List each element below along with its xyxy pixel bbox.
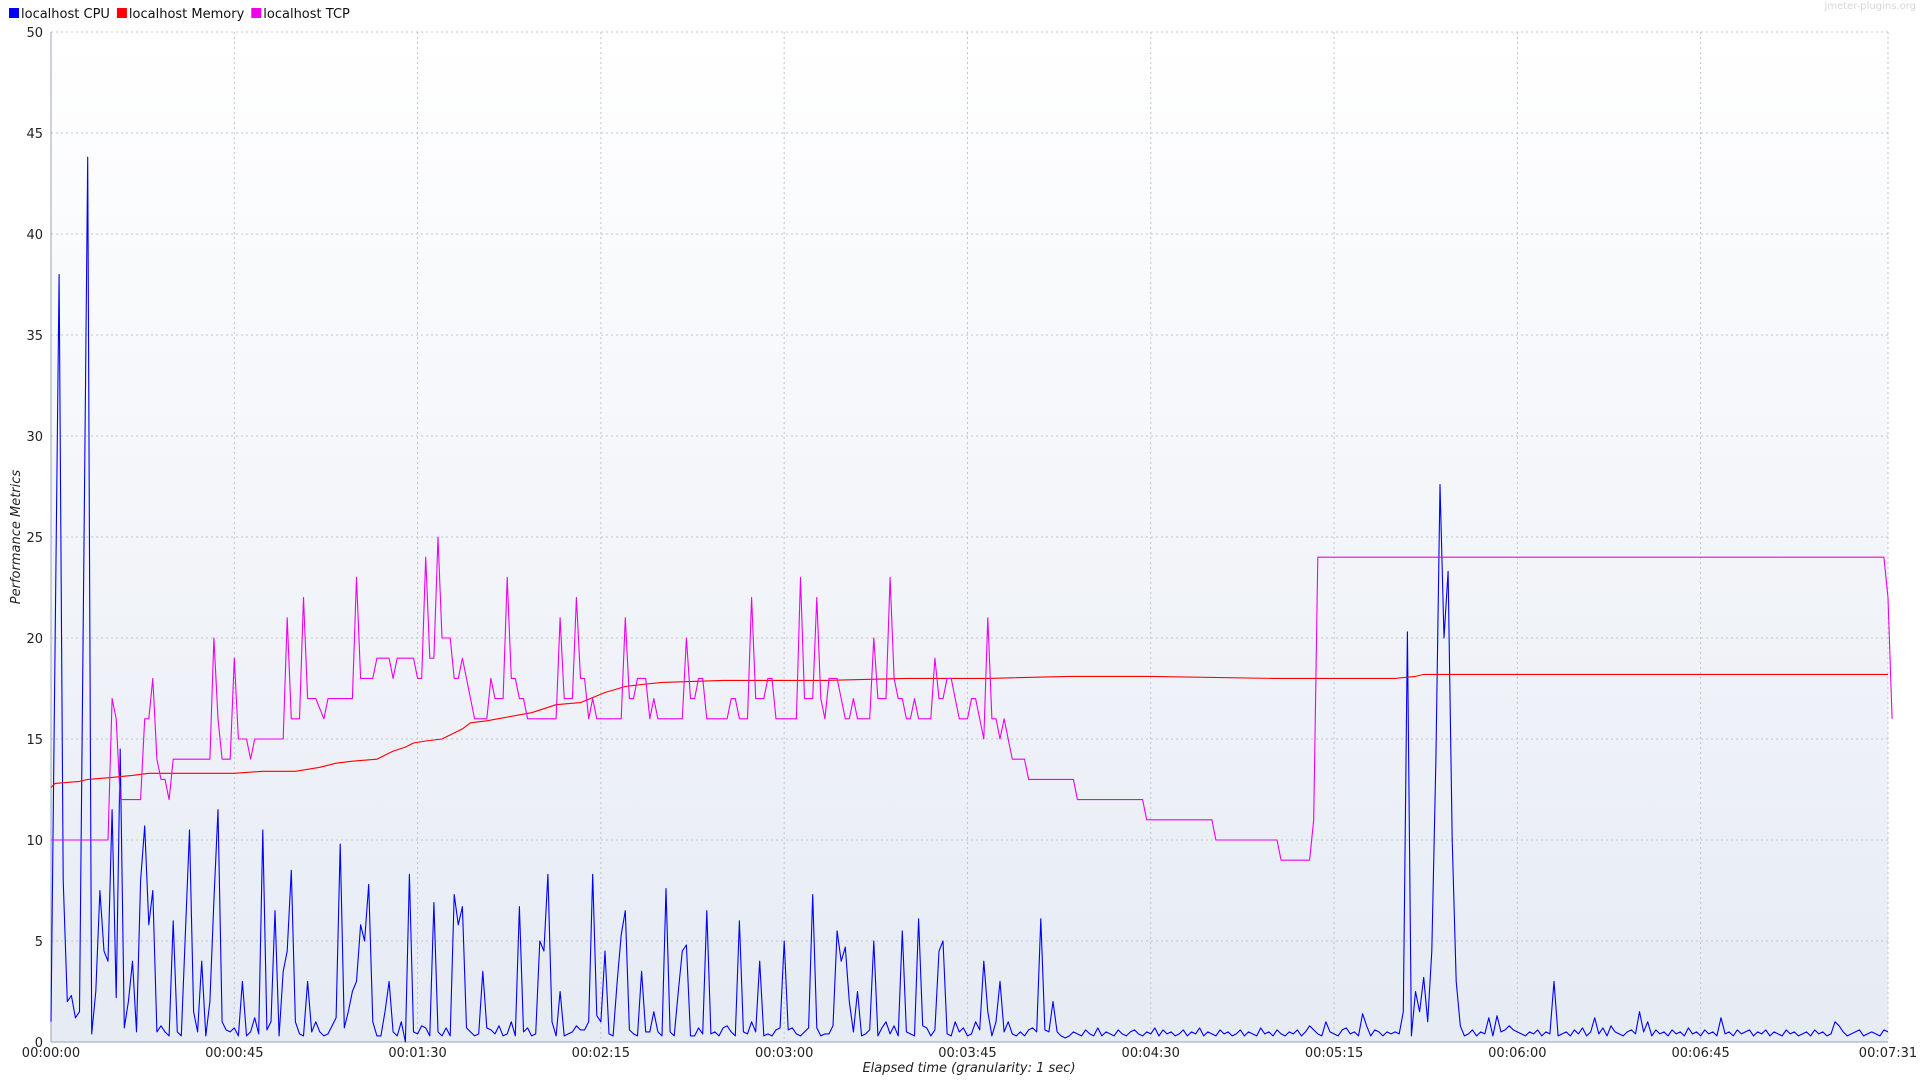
- x-tick-label: 00:06:45: [1671, 1046, 1729, 1061]
- x-tick-label: 00:00:45: [205, 1046, 263, 1061]
- x-tick-label: 00:04:30: [1122, 1046, 1180, 1061]
- y-tick-label: 5: [35, 935, 43, 950]
- x-tick-label: 00:03:00: [755, 1046, 813, 1061]
- x-tick-label: 00:06:00: [1488, 1046, 1546, 1061]
- legend-label-localhost-memory: localhost Memory: [129, 7, 245, 22]
- x-tick-labels: 00:00:00 00:00:45 00:01:30 00:02:15 00:03:00…: [22, 1046, 1917, 1061]
- series-line-localhost-tcp: [51, 536, 1893, 861]
- x-tick-label: 00:01:30: [388, 1046, 446, 1061]
- y-tick-label: 20: [26, 632, 43, 647]
- y-axis-title: Performance Metrics: [9, 470, 24, 605]
- watermark: jmeter-plugins.org: [1823, 1, 1916, 12]
- y-tick-label: 15: [26, 733, 43, 748]
- y-tick-label: 35: [26, 329, 43, 344]
- series-line-localhost-cpu: [50, 156, 1889, 1043]
- series-lines: [50, 156, 1893, 1043]
- legend: localhost CPU localhost Memory localhost T…: [9, 7, 350, 22]
- y-tick-label: 45: [26, 127, 43, 142]
- y-tick-label: 10: [26, 834, 43, 849]
- x-axis-title: Elapsed time (granularity: 1 sec): [862, 1061, 1075, 1076]
- legend-label-localhost-tcp: localhost TCP: [263, 7, 350, 22]
- x-tick-label: 00:03:45: [938, 1046, 996, 1061]
- grid: [51, 31, 1889, 1042]
- x-tick-label: 00:00:00: [22, 1046, 80, 1061]
- y-tick-labels: 0 5 10 15 20 25 30 35 40 45 50: [26, 26, 43, 1051]
- x-tick-label: 00:02:15: [572, 1046, 630, 1061]
- x-tick-label: 00:05:15: [1305, 1046, 1363, 1061]
- y-tick-label: 30: [26, 430, 43, 445]
- legend-swatch-localhost-cpu: [9, 8, 19, 18]
- y-tick-label: 25: [26, 531, 43, 546]
- y-tick-label: 0: [35, 1036, 43, 1051]
- series-line-localhost-memory: [50, 673, 1888, 788]
- y-tick-label: 40: [26, 228, 43, 243]
- legend-label-localhost-cpu: localhost CPU: [21, 7, 110, 22]
- legend-swatch-localhost-tcp: [251, 8, 262, 18]
- y-tick-label: 50: [26, 26, 43, 41]
- legend-swatch-localhost-memory: [116, 8, 127, 18]
- x-tick-label: 00:07:31: [1859, 1046, 1917, 1061]
